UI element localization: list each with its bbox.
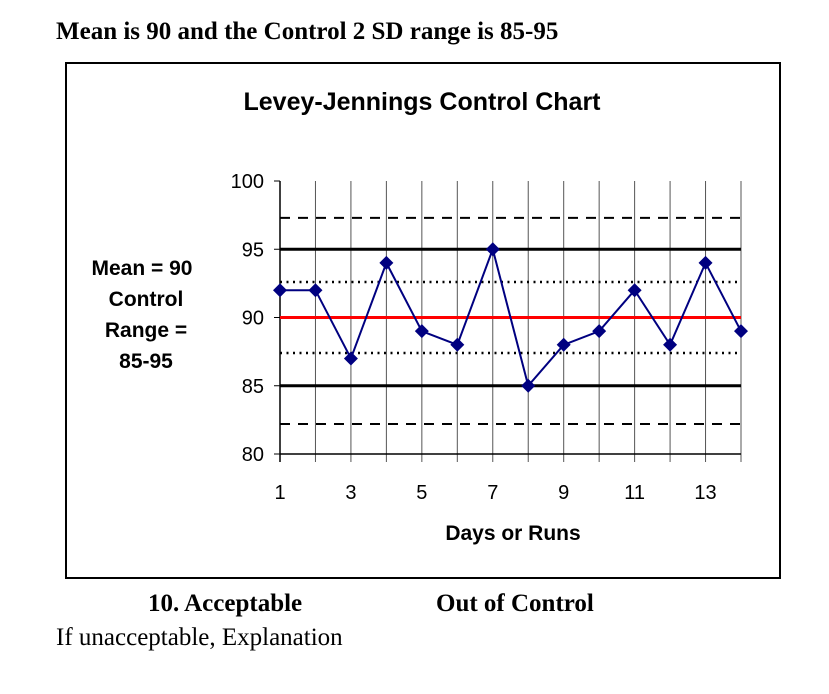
data-point: [663, 337, 678, 352]
y-tick-label: 90: [242, 308, 264, 330]
option-out-of-control: Out of Control: [436, 590, 594, 617]
side-annotation-line: 85-95: [119, 350, 173, 373]
data-point: [734, 324, 748, 339]
side-annotation-line: Control: [109, 288, 184, 311]
explanation-prompt: If unacceptable, Explanation: [56, 624, 343, 651]
data-point: [379, 255, 394, 270]
data-point: [308, 283, 323, 298]
data-point: [343, 351, 358, 366]
data-point: [485, 242, 500, 257]
data-point: [627, 283, 642, 298]
x-tick-label: 11: [624, 482, 645, 504]
y-tick-label: 100: [231, 171, 264, 193]
y-tick-label: 95: [242, 239, 264, 261]
y-tick-label: 85: [242, 376, 264, 398]
x-tick-label: 13: [694, 482, 716, 504]
side-annotation-line: Range =: [105, 319, 187, 342]
data-point: [273, 283, 287, 298]
y-tick-label: 80: [242, 444, 264, 466]
data-point: [592, 324, 607, 339]
x-axis-label: Days or Runs: [445, 522, 580, 545]
x-tick-label: 7: [487, 482, 498, 504]
chart-frame: [65, 62, 781, 579]
data-point: [521, 378, 536, 393]
page-heading: Mean is 90 and the Control 2 SD range is…: [56, 18, 559, 45]
x-tick-label: 9: [558, 482, 569, 504]
data-line: [280, 245, 742, 388]
chart-title: Levey-Jennings Control Chart: [244, 88, 602, 116]
data-point: [414, 324, 429, 339]
x-tick-label: 5: [416, 482, 427, 504]
data-point: [556, 337, 571, 352]
option-acceptable: 10. Acceptable: [148, 590, 303, 617]
side-annotation-line: Mean = 90: [92, 257, 193, 280]
data-point: [450, 337, 465, 352]
data-point: [698, 255, 713, 270]
x-tick-label: 3: [345, 482, 356, 504]
x-tick-label: 1: [274, 482, 285, 504]
